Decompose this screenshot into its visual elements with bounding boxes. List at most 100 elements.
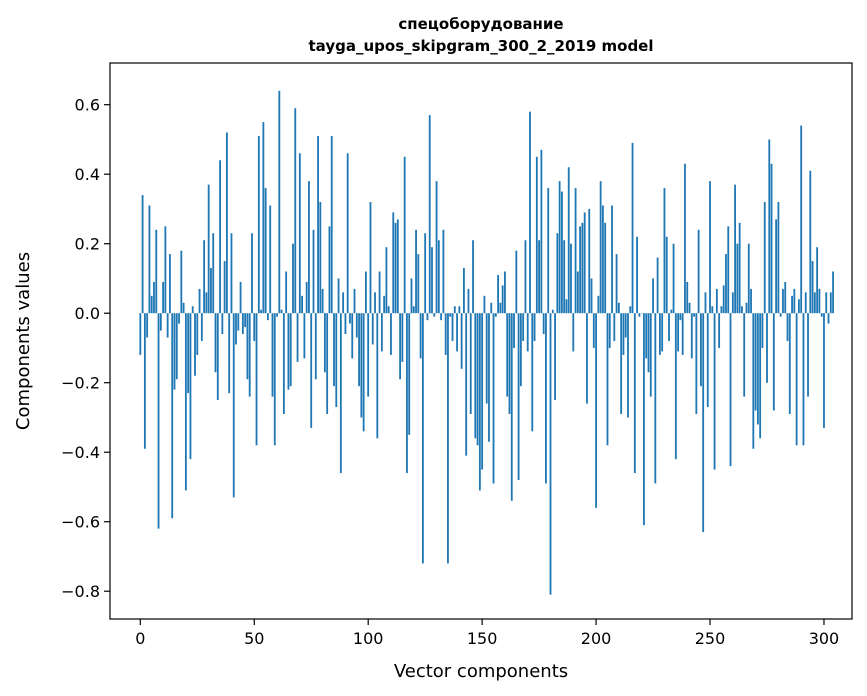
bar <box>166 313 169 338</box>
bar <box>540 149 543 314</box>
bar <box>592 313 595 348</box>
bar <box>264 188 267 314</box>
bar <box>289 313 292 387</box>
bar <box>442 229 445 314</box>
y-tick-label: −0.8 <box>61 582 100 601</box>
bar <box>378 271 381 314</box>
bar <box>770 163 773 314</box>
bar <box>563 240 566 314</box>
x-tick-label: 50 <box>244 629 264 648</box>
bar <box>823 313 825 428</box>
bar <box>576 271 579 314</box>
bar <box>403 156 406 314</box>
bar <box>638 313 641 317</box>
bar <box>141 195 144 314</box>
bar <box>444 313 447 355</box>
bar <box>617 302 620 314</box>
bar <box>321 288 324 314</box>
bar <box>267 313 269 321</box>
bar <box>401 313 404 362</box>
bar <box>280 309 283 314</box>
bar <box>686 281 689 314</box>
bar <box>777 202 780 314</box>
bar <box>276 313 278 317</box>
bar <box>155 229 158 314</box>
bar <box>674 313 677 460</box>
bar <box>173 313 176 390</box>
bar <box>690 313 693 359</box>
x-tick-label: 100 <box>353 629 384 648</box>
bar <box>239 281 242 314</box>
bar <box>184 313 187 491</box>
bar <box>447 313 449 564</box>
bar <box>611 205 613 314</box>
bar <box>396 219 399 314</box>
bar <box>522 313 525 341</box>
bar <box>349 313 351 324</box>
bar <box>779 313 782 317</box>
bar <box>599 181 602 314</box>
bar <box>203 240 206 314</box>
bar <box>301 295 304 314</box>
bar <box>820 313 823 317</box>
bar <box>501 285 504 314</box>
bar <box>627 313 629 418</box>
bar <box>615 254 618 314</box>
bar <box>225 132 228 314</box>
bar <box>465 313 468 456</box>
bar <box>221 313 224 335</box>
bar <box>583 212 586 314</box>
bar <box>339 313 342 474</box>
bar <box>314 313 317 380</box>
bar <box>581 222 584 314</box>
y-tick-label: 0.0 <box>75 304 100 323</box>
bar <box>811 261 814 314</box>
bar <box>344 313 347 335</box>
x-axis-label: Vector components <box>394 661 568 682</box>
bar <box>761 313 764 348</box>
bar <box>715 288 718 314</box>
bar <box>738 222 741 314</box>
bar <box>816 247 819 314</box>
bar <box>380 313 383 352</box>
bar <box>478 313 481 491</box>
bar <box>374 292 376 314</box>
bar <box>804 292 807 314</box>
bar <box>558 181 561 314</box>
bar <box>326 313 329 414</box>
bar <box>412 306 415 314</box>
bar <box>431 247 433 314</box>
bar <box>729 313 732 467</box>
bar <box>485 313 488 404</box>
bar <box>282 313 285 414</box>
bar <box>827 313 830 324</box>
bar <box>251 233 253 314</box>
bar <box>219 160 221 314</box>
bar <box>269 205 272 314</box>
bar <box>681 313 684 355</box>
bar <box>223 261 226 314</box>
bar <box>602 205 604 314</box>
bar <box>784 281 787 314</box>
bar <box>508 313 511 414</box>
bar <box>567 167 570 314</box>
bar <box>535 156 538 314</box>
bar <box>337 278 340 314</box>
bar <box>499 302 502 314</box>
bar <box>693 313 695 317</box>
bar <box>524 240 527 314</box>
bar <box>385 247 388 314</box>
bar <box>624 313 627 338</box>
bar <box>631 142 634 314</box>
bar <box>813 292 816 314</box>
bar <box>702 313 705 533</box>
bar <box>565 299 568 314</box>
bar <box>278 90 281 314</box>
bar <box>736 243 739 314</box>
bar <box>713 313 716 470</box>
bar <box>672 243 675 314</box>
bar <box>802 313 805 446</box>
bar <box>328 226 331 314</box>
bar <box>433 313 436 317</box>
